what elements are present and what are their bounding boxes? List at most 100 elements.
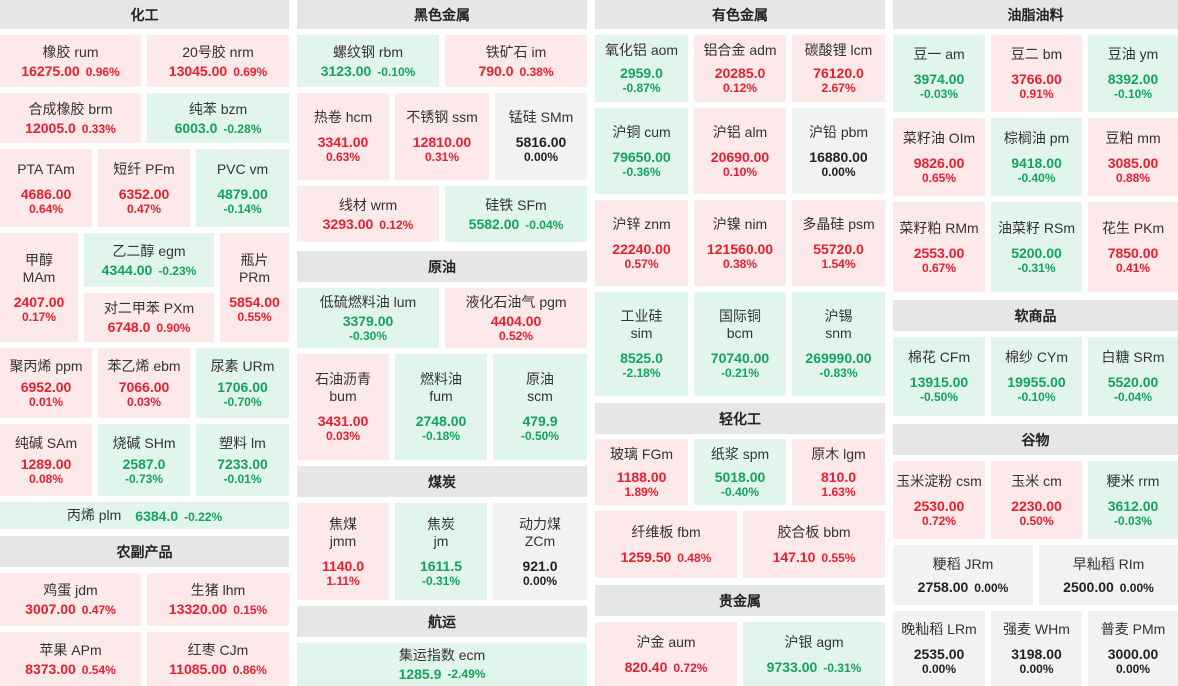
- tile-pgm[interactable]: 液化石油气 pgm 4404.00 0.52%: [445, 288, 587, 348]
- tile-brm[interactable]: 合成橡胶 brm 12005.0 0.33%: [0, 93, 141, 143]
- tile-tam[interactable]: PTA TAm 4686.00 0.64%: [0, 149, 92, 227]
- tile-fum[interactable]: 燃料油 fum 2748.00 -0.18%: [395, 354, 487, 460]
- tile-alm[interactable]: 沪铝 alm 20690.00 0.10%: [694, 108, 786, 194]
- tile-fbm[interactable]: 纤维板 fbm 1259.50 0.48%: [595, 511, 737, 578]
- tile-ym[interactable]: 豆油 ym 8392.00 -0.10%: [1088, 35, 1178, 112]
- tile-price: 1611.5: [419, 557, 463, 574]
- tile-price: 5200.00: [1011, 244, 1062, 261]
- tile-pfm[interactable]: 短纤 PFm 6352.00 0.47%: [98, 149, 190, 227]
- tile-cum[interactable]: 沪铜 cum 79650.00 -0.36%: [595, 108, 688, 194]
- tile-vm[interactable]: PVC vm 4879.00 -0.14%: [196, 149, 289, 227]
- tile-prm[interactable]: 瓶片 PRm 5854.00 0.55%: [220, 233, 289, 342]
- tile-change: 0.00%: [921, 662, 956, 676]
- tile-change: 0.72%: [673, 660, 708, 675]
- tile-name: 鸡蛋 jdm: [43, 582, 98, 598]
- tile-name-code: sim: [630, 325, 653, 341]
- tile-psm[interactable]: 多晶硅 psm 55720.0 1.54%: [792, 200, 885, 286]
- tile-pmm[interactable]: 普麦 PMm 3000.00 0.00%: [1088, 611, 1178, 686]
- tile-bm[interactable]: 豆二 bm 3766.00 0.91%: [991, 35, 1082, 112]
- tile-shm[interactable]: 烧碱 SHm 2587.0 -0.73%: [98, 424, 190, 496]
- tile-price: 6952.00: [20, 378, 72, 395]
- tile-price: 22240.00: [612, 240, 671, 257]
- tile-lgm[interactable]: 原木 lgm 810.0 1.63%: [792, 439, 885, 505]
- tile-cym[interactable]: 棉纱 CYm 19955.00 -0.10%: [991, 337, 1082, 416]
- tile-spm[interactable]: 纸浆 spm 5018.00 -0.40%: [694, 439, 786, 505]
- tile-name: 纯碱 SAm: [14, 434, 78, 451]
- tile-ebm[interactable]: 苯乙烯 ebm 7066.00 0.03%: [98, 348, 190, 418]
- tile-bum[interactable]: 石油沥青 bum 3431.00 0.03%: [297, 354, 389, 460]
- tile-change: -0.10%: [377, 64, 416, 79]
- tile-scm[interactable]: 原油 scm 479.9 -0.50%: [493, 354, 587, 460]
- tile-oim[interactable]: 菜籽油 OIm 9826.00 0.65%: [893, 118, 985, 196]
- tile-sfm[interactable]: 硅铁 SFm 5582.00 -0.04%: [445, 186, 587, 242]
- tile-snm[interactable]: 沪锡 snm 269990.00 -0.83%: [792, 292, 885, 396]
- tile-lrm[interactable]: 晚籼稻 LRm 2535.00 0.00%: [893, 611, 985, 686]
- tile-ssm[interactable]: 不锈钢 ssm 12810.00 0.31%: [395, 93, 489, 180]
- tile-adm[interactable]: 铝合金 adm 20285.0 0.12%: [694, 35, 786, 102]
- tile-name: 豆二 bm: [1010, 46, 1063, 62]
- tile-name: 丙烯 plm: [66, 507, 122, 523]
- tile-mm[interactable]: 豆粕 mm 3085.00 0.88%: [1088, 118, 1178, 196]
- tile-name-cn: 甲醇: [25, 251, 53, 268]
- tile-jm[interactable]: 焦炭 jm 1611.5 -0.31%: [395, 503, 487, 600]
- tile-wrm[interactable]: 线材 wrm 3293.00 0.12%: [297, 186, 439, 242]
- tile-mam[interactable]: 甲醇 MAm 2407.00 0.17%: [0, 233, 78, 342]
- tile-price: 20285.0: [714, 65, 766, 81]
- tile-aum[interactable]: 沪金 aum 820.40 0.72%: [595, 622, 737, 686]
- tile-pbm[interactable]: 沪铅 pbm 16880.00 0.00%: [792, 108, 885, 194]
- tile-lum[interactable]: 低硫燃料油 lum 3379.00 -0.30%: [297, 288, 439, 348]
- tile-rim[interactable]: 早籼稻 RIm 2500.00 0.00%: [1039, 545, 1178, 605]
- tile-change: 0.69%: [233, 64, 268, 79]
- tile-pkm[interactable]: 花生 PKm 7850.00 0.41%: [1088, 202, 1178, 292]
- tile-csm[interactable]: 玉米淀粉 csm 2530.00 0.72%: [893, 461, 985, 539]
- tile-price: 1289.00: [20, 455, 72, 472]
- tile-am[interactable]: 豆一 am 3974.00 -0.03%: [893, 35, 985, 112]
- tile-name: 橡胶 rum: [42, 43, 99, 60]
- tile-im[interactable]: 铁矿石 im 790.0 0.38%: [445, 35, 587, 87]
- tile-bcm[interactable]: 国际铜 bcm 70740.00 -0.21%: [694, 292, 786, 396]
- tile-lm[interactable]: 塑料 lm 7233.00 -0.01%: [196, 424, 289, 496]
- tile-change: -0.73%: [124, 471, 163, 486]
- tile-srm[interactable]: 白糖 SRm 5520.00 -0.04%: [1088, 337, 1178, 416]
- tile-lcm[interactable]: 碳酸锂 lcm 76120.0 2.67%: [792, 35, 885, 102]
- tile-jrm[interactable]: 粳稻 JRm 2758.00 0.00%: [893, 545, 1033, 605]
- tile-egm[interactable]: 乙二醇 egm 4344.00 -0.23%: [84, 233, 214, 287]
- tile-rsm[interactable]: 油菜籽 RSm 5200.00 -0.31%: [991, 202, 1082, 292]
- tile-whm[interactable]: 强麦 WHm 3198.00 0.00%: [991, 611, 1082, 686]
- tile-cm[interactable]: 玉米 cm 2230.00 0.50%: [991, 461, 1082, 539]
- tile-apm[interactable]: 苹果 APm 8373.00 0.54%: [0, 632, 141, 686]
- tile-cjm[interactable]: 红枣 CJm 11085.00 0.86%: [147, 632, 289, 686]
- tile-zcm[interactable]: 动力煤 ZCm 921.0 0.00%: [493, 503, 587, 600]
- tile-rrm[interactable]: 粳米 rrm 3612.00 -0.03%: [1088, 461, 1178, 539]
- tile-ecm[interactable]: 集运指数 ecm 1285.9 -2.49%: [297, 643, 587, 686]
- tile-price: 269990.00: [805, 350, 872, 366]
- tile-znm[interactable]: 沪锌 znm 22240.00 0.57%: [595, 200, 688, 286]
- tile-rum[interactable]: 橡胶 rum 16275.00 0.96%: [0, 35, 141, 87]
- tile-pxm[interactable]: 对二甲苯 PXm 6748.0 0.90%: [84, 293, 214, 342]
- tile-plm[interactable]: 丙烯 plm 6384.0 -0.22%: [0, 502, 289, 529]
- tile-rbm[interactable]: 螺纹钢 rbm 3123.00 -0.10%: [297, 35, 439, 87]
- tile-ppm[interactable]: 聚丙烯 ppm 6952.00 0.01%: [0, 348, 92, 418]
- tile-jdm[interactable]: 鸡蛋 jdm 3007.00 0.47%: [0, 573, 141, 626]
- tile-name: 粳米 rrm: [1106, 472, 1160, 489]
- tile-bbm[interactable]: 胶合板 bbm 147.10 0.55%: [743, 511, 885, 578]
- tile-rmm[interactable]: 菜籽粕 RMm 2553.00 0.67%: [893, 202, 985, 292]
- tile-fgm[interactable]: 玻璃 FGm 1188.00 1.89%: [595, 439, 688, 505]
- tile-name: 铝合金 adm: [703, 42, 777, 58]
- tile-hcm[interactable]: 热卷 hcm 3341.00 0.63%: [297, 93, 389, 180]
- tile-jmm[interactable]: 焦煤 jmm 1140.0 1.11%: [297, 503, 389, 600]
- tile-sam[interactable]: 纯碱 SAm 1289.00 0.08%: [0, 424, 92, 496]
- tile-name: 玉米淀粉 csm: [896, 472, 982, 489]
- tile-cfm[interactable]: 棉花 CFm 13915.00 -0.50%: [893, 337, 985, 416]
- tile-sim[interactable]: 工业硅 sim 8525.0 -2.18%: [595, 292, 688, 396]
- tile-agm[interactable]: 沪银 agm 9733.00 -0.31%: [743, 622, 885, 686]
- tile-price: 7850.00: [1107, 244, 1159, 261]
- tile-nim[interactable]: 沪镍 nim 121560.00 0.38%: [694, 200, 786, 286]
- tile-smm[interactable]: 锰硅 SMm 5816.00 0.00%: [495, 93, 587, 180]
- tile-bzm[interactable]: 纯苯 bzm 6003.0 -0.28%: [147, 93, 289, 143]
- tile-aom[interactable]: 氧化铝 aom 2959.0 -0.87%: [595, 35, 688, 102]
- tile-lhm[interactable]: 生猪 lhm 13320.00 0.15%: [147, 573, 289, 626]
- tile-urm[interactable]: 尿素 URm 1706.00 -0.70%: [196, 348, 289, 418]
- tile-pm[interactable]: 棕榈油 pm 9418.00 -0.40%: [991, 118, 1082, 196]
- tile-nrm[interactable]: 20号胶 nrm 13045.00 0.69%: [147, 35, 289, 87]
